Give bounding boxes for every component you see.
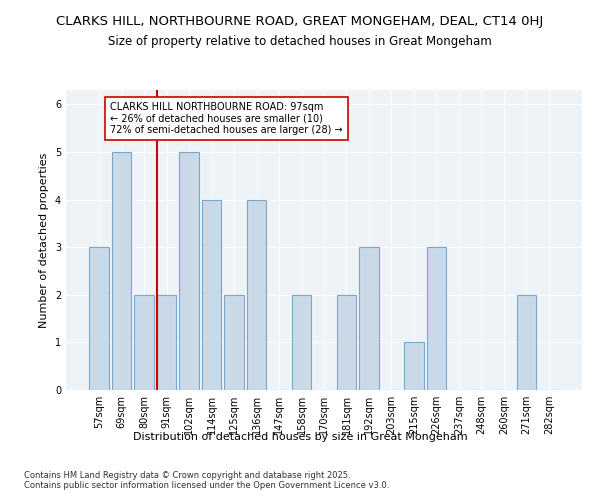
Text: Size of property relative to detached houses in Great Mongeham: Size of property relative to detached ho… — [108, 35, 492, 48]
Bar — [517, 295, 536, 390]
Bar — [112, 152, 131, 390]
Text: CLARKS HILL, NORTHBOURNE ROAD, GREAT MONGEHAM, DEAL, CT14 0HJ: CLARKS HILL, NORTHBOURNE ROAD, GREAT MON… — [56, 15, 544, 28]
Text: Contains HM Land Registry data © Crown copyright and database right 2025.
Contai: Contains HM Land Registry data © Crown c… — [24, 470, 389, 490]
Bar — [202, 200, 221, 390]
Bar — [359, 247, 379, 390]
Text: Distribution of detached houses by size in Great Mongeham: Distribution of detached houses by size … — [133, 432, 467, 442]
Bar — [89, 247, 109, 390]
Bar — [404, 342, 424, 390]
Bar — [292, 295, 311, 390]
Bar — [157, 295, 176, 390]
Bar — [224, 295, 244, 390]
Bar — [179, 152, 199, 390]
Text: CLARKS HILL NORTHBOURNE ROAD: 97sqm
← 26% of detached houses are smaller (10)
72: CLARKS HILL NORTHBOURNE ROAD: 97sqm ← 26… — [110, 102, 343, 135]
Bar — [427, 247, 446, 390]
Bar — [247, 200, 266, 390]
Bar — [134, 295, 154, 390]
Y-axis label: Number of detached properties: Number of detached properties — [40, 152, 49, 328]
Bar — [337, 295, 356, 390]
